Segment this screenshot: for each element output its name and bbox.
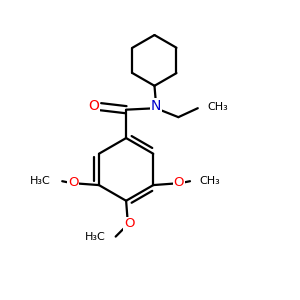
- Text: O: O: [68, 176, 79, 189]
- Text: H₃C: H₃C: [30, 176, 51, 186]
- Text: N: N: [151, 99, 161, 113]
- Text: O: O: [89, 99, 100, 113]
- Text: O: O: [174, 176, 184, 189]
- Text: CH₃: CH₃: [207, 102, 228, 112]
- Text: CH₃: CH₃: [200, 176, 220, 186]
- Text: O: O: [124, 217, 134, 230]
- Text: H₃C: H₃C: [85, 232, 105, 242]
